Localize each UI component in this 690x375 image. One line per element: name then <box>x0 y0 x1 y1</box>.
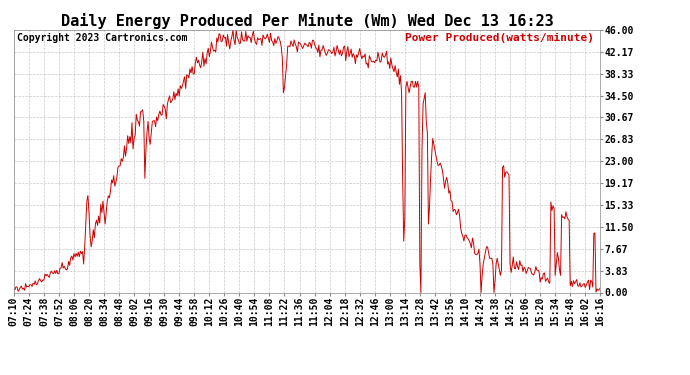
Title: Daily Energy Produced Per Minute (Wm) Wed Dec 13 16:23: Daily Energy Produced Per Minute (Wm) We… <box>61 13 553 29</box>
Text: Copyright 2023 Cartronics.com: Copyright 2023 Cartronics.com <box>17 33 187 43</box>
Text: Power Produced(watts/minute): Power Produced(watts/minute) <box>406 33 594 43</box>
